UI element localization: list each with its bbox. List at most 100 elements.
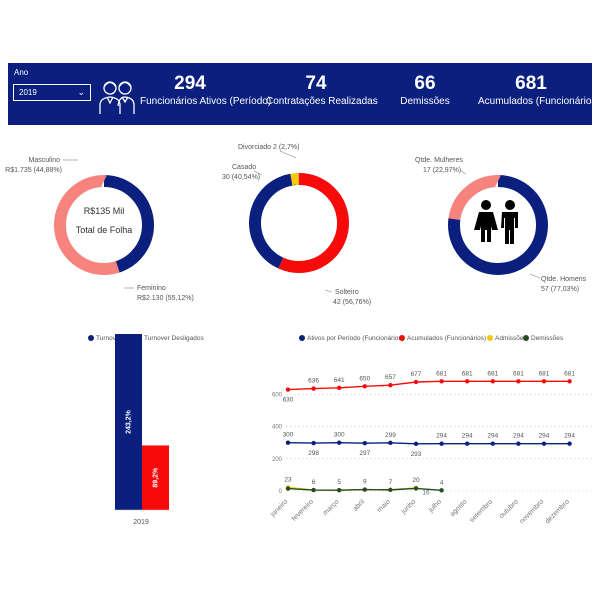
data-label: 294 [436, 433, 447, 440]
employees-icon [99, 81, 135, 114]
donut-label-divorciado: Divorciado 2 (2,7%) [238, 144, 299, 151]
kpi-value: 66 [414, 73, 436, 94]
data-label: 297 [359, 450, 370, 457]
data-point[interactable] [362, 440, 367, 446]
data-point[interactable] [362, 384, 367, 389]
data-point[interactable] [337, 487, 342, 493]
donut-value-masculino: R$1.735 (44,88%) [5, 167, 62, 174]
legend-series-label: Ativos por Período (Funcionários) [307, 335, 404, 342]
data-point[interactable] [541, 441, 547, 446]
data-point[interactable] [388, 440, 393, 446]
x-tick-label: fevereiro [291, 498, 315, 522]
series-line [287, 441, 570, 445]
data-point[interactable] [337, 385, 342, 390]
series-line [287, 380, 570, 391]
data-point[interactable] [413, 441, 419, 447]
marital-segment-solteiro[interactable] [248, 172, 350, 274]
legend-series-label: Demissões [531, 335, 564, 342]
data-label: 20 [412, 477, 420, 484]
kpi-accumulated: 681 Acumulados (Funcionários) [478, 73, 600, 108]
data-point[interactable] [541, 379, 547, 384]
data-point[interactable] [567, 441, 572, 446]
data-point[interactable] [337, 440, 342, 445]
gender-segment-qtde-mulheres[interactable] [448, 175, 548, 275]
x-tick-label: maio [376, 498, 392, 514]
bar-turnover-desligados[interactable] [142, 445, 169, 510]
year-select[interactable]: 2019 ⌄ [13, 84, 91, 101]
bar-data-label: 243,2% [125, 409, 132, 434]
data-label: 4 [440, 479, 444, 486]
bar-data-label: 89,2% [152, 467, 159, 488]
marital-status-donut-chart: Divorciado 2 (2,7%) Casado 30 (40,54%) S… [222, 144, 371, 306]
marital-segment-casado[interactable] [248, 172, 350, 274]
data-point[interactable] [413, 486, 419, 491]
data-label: 7 [389, 479, 393, 486]
legend-turnover-desligados: Turnover Desligados [144, 335, 204, 342]
data-label: 650 [359, 375, 370, 382]
data-label: 657 [385, 374, 396, 381]
data-point[interactable] [311, 386, 316, 391]
data-label: 677 [411, 371, 422, 378]
legend-dot [487, 335, 493, 341]
data-point[interactable] [439, 379, 444, 384]
legend-dot-turnover-geral [88, 335, 94, 341]
kpi-label: Acumulados (Funcionários) [478, 96, 600, 107]
data-point[interactable] [285, 440, 291, 445]
y-tick-label: 0 [279, 489, 283, 495]
kpi-dismissals: 66 Demissões [385, 73, 465, 108]
data-point[interactable] [311, 440, 316, 446]
data-point[interactable] [516, 441, 521, 446]
data-point[interactable] [285, 486, 291, 491]
data-point[interactable] [388, 383, 393, 388]
bar-turnover-geral[interactable] [115, 334, 142, 510]
data-point[interactable] [490, 441, 495, 446]
donut-value-feminino: R$2.130 (55,12%) [137, 295, 194, 302]
data-point[interactable] [362, 487, 367, 492]
legend-series-label: Acumulados (Funcionários) [407, 335, 486, 342]
legend-dot [299, 335, 305, 341]
data-point[interactable] [516, 379, 521, 384]
payroll-total-value: R$135 Mil [84, 206, 125, 216]
data-label: 9 [363, 479, 367, 486]
donut-value-homens: 57 (77,03%) [541, 286, 579, 293]
x-tick-label: junho [400, 498, 418, 516]
x-tick-label: setembro [469, 498, 495, 524]
data-point[interactable] [490, 379, 495, 384]
data-label: 5 [337, 479, 341, 486]
data-point[interactable] [567, 379, 572, 384]
data-label: 681 [539, 370, 550, 377]
payroll-segment-feminino[interactable] [54, 175, 154, 275]
data-label: 300 [334, 432, 345, 439]
data-point[interactable] [413, 379, 419, 385]
x-tick-label: julho [427, 498, 443, 514]
x-tick-label: outubro [498, 498, 520, 520]
data-label: 294 [487, 433, 498, 440]
donut-label-masculino: Masculino [28, 157, 60, 164]
data-point[interactable] [465, 379, 470, 384]
marital-segment-divorciado[interactable] [248, 172, 350, 274]
data-label: 294 [539, 433, 550, 440]
data-label: 681 [564, 370, 575, 377]
x-tick-label: março [322, 498, 341, 517]
data-label: 16 [422, 489, 430, 496]
data-point[interactable] [285, 387, 291, 392]
kpi-value: 294 [174, 73, 206, 94]
kpi-value: 74 [305, 73, 327, 94]
data-point[interactable] [388, 487, 393, 493]
data-point[interactable] [439, 441, 444, 446]
data-point[interactable] [439, 488, 444, 493]
data-label: 681 [513, 370, 524, 377]
bar-x-label: 2019 [133, 519, 149, 526]
donut-label-feminino: Feminino [137, 285, 166, 292]
data-label: 6 [312, 479, 316, 486]
x-tick-label: dezembro [544, 498, 571, 525]
kpi-label: Funcionários Ativos (Período) [140, 96, 272, 107]
data-label: 294 [462, 433, 473, 440]
kpi-value: 681 [515, 73, 547, 94]
data-point[interactable] [465, 441, 470, 446]
payroll-donut-chart: R$135 Mil Total de Folha Masculino R$1.7… [5, 157, 194, 302]
data-point[interactable] [311, 487, 316, 493]
data-label: 300 [283, 432, 294, 439]
kpi-header: Ano 2019 ⌄ 294 Funcionários Ativos (Perí… [8, 63, 600, 125]
turnover-bar-chart: Turnover Geral Turnover Desligados 243,2… [88, 334, 204, 526]
